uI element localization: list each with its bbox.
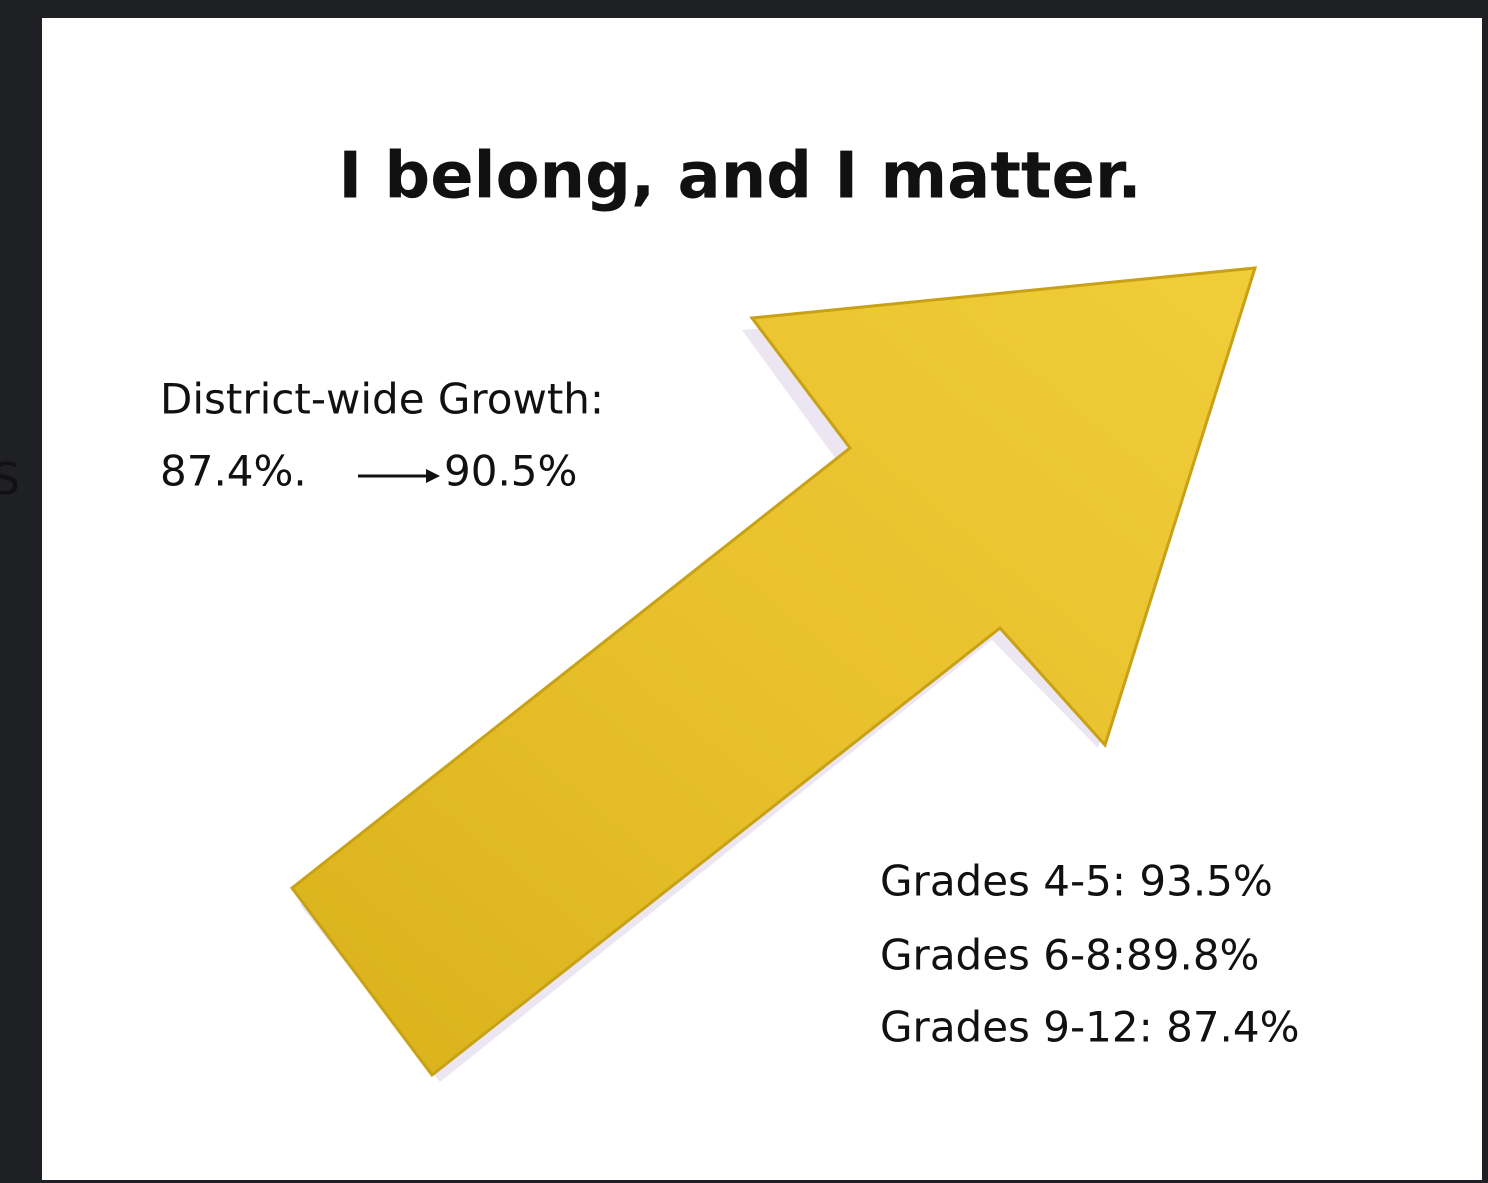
growth-arrow — [358, 469, 440, 483]
grade-line: Grades 9-12: 87.4% — [880, 1003, 1300, 1052]
growth-to: 90.5% — [444, 447, 577, 496]
arrow-graphic — [289, 266, 1258, 1082]
title: I belong, and I matter. — [338, 140, 1141, 214]
growth-from: 87.4%. — [160, 447, 307, 496]
edge-text: S — [0, 454, 20, 505]
grade-line: Grades 6-8:89.8% — [880, 931, 1259, 980]
frame-lines — [54, 38, 1466, 1157]
growth-label: District-wide Growth: — [160, 375, 604, 424]
grade-line: Grades 4-5: 93.5% — [880, 857, 1273, 906]
